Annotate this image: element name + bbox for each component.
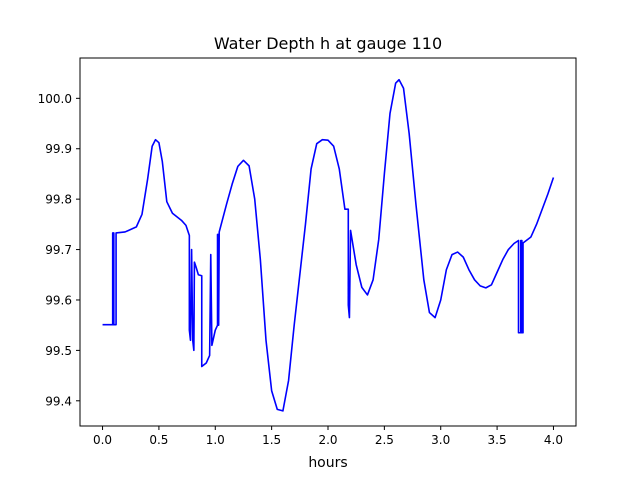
y-tick-label: 99.9 — [45, 142, 72, 156]
series-line-1 — [102, 78, 555, 412]
x-tick-label: 0.0 — [93, 433, 112, 447]
y-axis: 99.4 99.5 99.6 99.7 99.8 99.9 100.0 — [38, 92, 80, 408]
x-tick-label: 0.5 — [149, 433, 168, 447]
axes-background — [80, 58, 576, 426]
x-tick-label: 2.5 — [375, 433, 394, 447]
y-tick-label: 99.4 — [45, 394, 72, 408]
x-tick-label: 4.0 — [544, 433, 563, 447]
series-lines — [102, 78, 555, 412]
x-tick-label: 2.0 — [318, 433, 337, 447]
chart-title: Water Depth h at gauge 110 — [214, 34, 442, 53]
plot-area — [79, 57, 577, 427]
y-tick-label: 99.7 — [45, 243, 72, 257]
y-tick-label: 100.0 — [38, 92, 72, 106]
y-tick-label: 99.8 — [45, 193, 72, 207]
x-tick-label: 1.0 — [206, 433, 225, 447]
y-tick-label: 99.5 — [45, 344, 72, 358]
x-tick-label: 1.5 — [262, 433, 281, 447]
x-axis-label: hours — [308, 455, 347, 471]
x-tick-label: 3.0 — [431, 433, 450, 447]
y-tick-label: 99.6 — [45, 293, 72, 307]
x-tick-label: 3.5 — [488, 433, 507, 447]
x-axis: 0.0 0.5 1.0 1.5 2.0 2.5 3.0 3.5 4.0 — [93, 426, 563, 447]
